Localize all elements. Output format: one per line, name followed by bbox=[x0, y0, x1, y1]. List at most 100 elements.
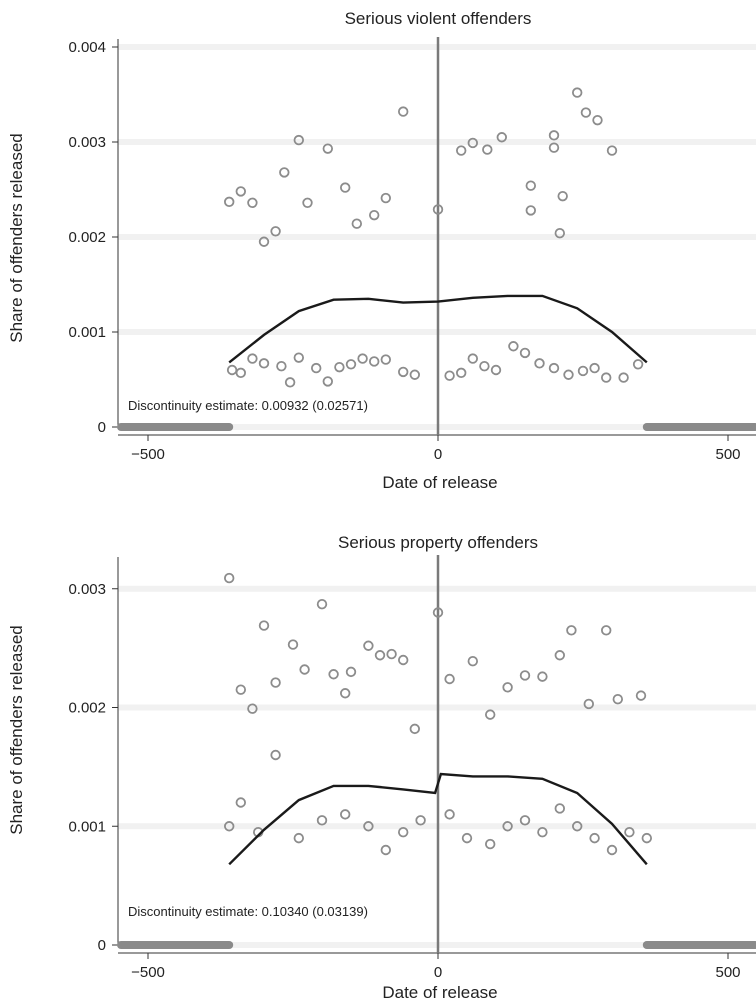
data-point bbox=[270, 749, 281, 761]
data-point bbox=[601, 625, 612, 636]
data-point bbox=[279, 167, 290, 178]
y-tick-label: 0.002 bbox=[68, 229, 106, 246]
panel-serious-property: 0 0.001 0.002 0.003 −500 0 500 Serious property… bbox=[7, 533, 756, 1002]
data-point bbox=[398, 106, 409, 117]
data-point bbox=[334, 361, 345, 373]
data-point bbox=[554, 650, 566, 661]
data-point bbox=[380, 844, 392, 856]
data-point bbox=[374, 650, 386, 661]
fit-line bbox=[228, 772, 648, 866]
data-point bbox=[618, 372, 629, 383]
data-point bbox=[258, 358, 270, 369]
data-point bbox=[632, 359, 644, 370]
data-point bbox=[537, 826, 548, 838]
data-point bbox=[641, 832, 653, 844]
data-point bbox=[577, 365, 589, 377]
data-point bbox=[537, 671, 548, 682]
data-point bbox=[467, 137, 479, 149]
data-point bbox=[247, 197, 258, 209]
data-point bbox=[496, 132, 508, 143]
data-point bbox=[519, 670, 531, 681]
discontinuity-annotation: Discontinuity estimate: 0.00932 (0.02571… bbox=[128, 398, 368, 413]
data-point bbox=[270, 677, 281, 688]
data-point bbox=[548, 130, 560, 141]
data-point bbox=[589, 362, 600, 374]
data-point bbox=[235, 367, 247, 379]
data-point bbox=[386, 648, 397, 660]
data-point bbox=[572, 87, 583, 98]
data-point bbox=[606, 844, 618, 856]
x-tick-label: 0 bbox=[434, 964, 442, 981]
data-point bbox=[311, 362, 322, 374]
x-axis-label: Date of release bbox=[382, 983, 497, 1002]
data-point bbox=[247, 353, 258, 364]
data-point bbox=[572, 821, 583, 832]
data-point bbox=[357, 353, 368, 364]
data-point bbox=[601, 372, 612, 383]
x-tick-label: 0 bbox=[434, 446, 442, 463]
data-point bbox=[380, 192, 392, 204]
data-point bbox=[482, 144, 493, 155]
data-point bbox=[316, 598, 328, 610]
data-point bbox=[508, 341, 519, 352]
data-point bbox=[235, 684, 247, 695]
data-point bbox=[635, 690, 647, 701]
data-point bbox=[490, 364, 502, 376]
fit-line bbox=[228, 294, 648, 364]
data-point bbox=[502, 682, 513, 693]
data-point bbox=[606, 145, 618, 156]
data-point bbox=[548, 362, 560, 374]
data-point bbox=[563, 369, 574, 380]
data-point bbox=[444, 673, 455, 685]
data-point bbox=[322, 376, 334, 387]
x-tick-label: 500 bbox=[715, 964, 740, 981]
data-point bbox=[363, 821, 374, 832]
data-point bbox=[293, 134, 305, 146]
data-point bbox=[398, 826, 409, 838]
data-point bbox=[534, 358, 545, 369]
data-point bbox=[345, 359, 357, 370]
x-tick-label: 500 bbox=[715, 446, 740, 463]
data-point bbox=[340, 688, 351, 699]
data-point bbox=[554, 227, 566, 239]
discontinuity-annotation: Discontinuity estimate: 0.10340 (0.03139… bbox=[128, 904, 368, 919]
data-point bbox=[340, 809, 351, 820]
data-point bbox=[502, 821, 513, 832]
panel-serious-violent: 0 0.001 0.002 0.003 0.004 −500 0 500 Serious vio… bbox=[7, 9, 756, 492]
data-point bbox=[293, 352, 305, 363]
data-point bbox=[624, 826, 635, 838]
data-point bbox=[316, 815, 328, 826]
data-point bbox=[258, 236, 270, 247]
data-point bbox=[583, 698, 595, 710]
data-point bbox=[519, 815, 531, 826]
y-tick-label: 0.002 bbox=[68, 700, 106, 717]
y-axis-label: Share of offenders released bbox=[7, 133, 26, 343]
data-point bbox=[485, 838, 496, 850]
data-point bbox=[592, 114, 603, 126]
y-tick-label: 0.004 bbox=[68, 39, 106, 56]
data-point bbox=[409, 723, 421, 735]
data-point bbox=[612, 693, 624, 705]
y-tick-label: 0.001 bbox=[68, 818, 106, 835]
data-point bbox=[398, 366, 409, 378]
data-point bbox=[235, 797, 247, 808]
x-axis-label: Date of release bbox=[382, 473, 497, 492]
data-point bbox=[467, 353, 479, 364]
data-point bbox=[589, 832, 600, 844]
data-point bbox=[398, 654, 409, 666]
data-point bbox=[548, 142, 560, 153]
data-point bbox=[322, 143, 334, 154]
data-point bbox=[302, 197, 313, 209]
y-tick-label: 0.003 bbox=[68, 134, 106, 151]
data-point bbox=[432, 204, 444, 215]
data-point bbox=[287, 639, 299, 650]
data-point bbox=[293, 832, 305, 844]
data-point bbox=[345, 666, 357, 678]
data-point bbox=[525, 180, 537, 191]
data-point bbox=[467, 655, 479, 667]
y-axis-label: Share of offenders released bbox=[7, 625, 26, 835]
data-point bbox=[557, 190, 568, 202]
data-point bbox=[328, 669, 339, 680]
data-point bbox=[223, 821, 235, 832]
